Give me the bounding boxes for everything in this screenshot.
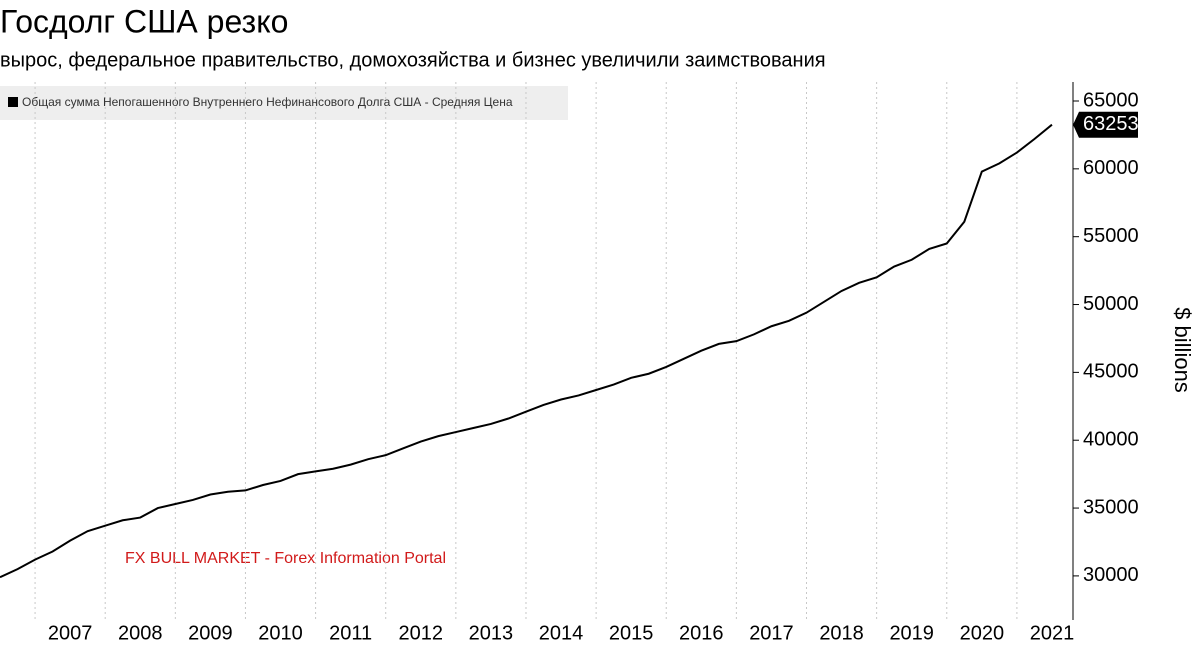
y-tick-label: 40000 xyxy=(1083,428,1139,450)
legend-box xyxy=(0,86,568,120)
legend-swatch xyxy=(8,97,18,107)
y-tick-label: 45000 xyxy=(1083,361,1139,383)
x-tick-label: 2017 xyxy=(749,622,794,644)
last-value-box xyxy=(1073,111,1138,138)
last-value-label: 63253.7 xyxy=(1083,113,1155,135)
legend-label: Общая сумма Непогашенного Внутреннего Не… xyxy=(22,95,513,109)
y-tick-label: 65000 xyxy=(1083,89,1139,111)
x-tick-label: 2021 xyxy=(1030,622,1075,644)
chart-title: Госдолг США резко xyxy=(0,3,288,39)
x-tick-label: 2010 xyxy=(258,622,303,644)
x-tick-label: 2019 xyxy=(889,622,934,644)
x-tick-label: 2009 xyxy=(188,622,233,644)
line xyxy=(0,123,1053,579)
y-tick-label: 60000 xyxy=(1083,157,1139,179)
x-tick-label: 2007 xyxy=(48,622,93,644)
y-tick-label: 55000 xyxy=(1083,225,1139,247)
x-tick-label: 2018 xyxy=(819,622,864,644)
x-tick-label: 2015 xyxy=(609,622,654,644)
watermark: FX BULL MARKET - Forex Information Porta… xyxy=(125,550,446,567)
x-tick-label: 2014 xyxy=(539,622,584,644)
chart-subtitle: вырос, федеральное правительство, домохо… xyxy=(0,49,826,71)
x-tick-label: 2016 xyxy=(679,622,724,644)
x-tick-label: 2012 xyxy=(399,622,444,644)
x-tick-label: 2008 xyxy=(118,622,163,644)
y-tick-label: 30000 xyxy=(1083,564,1139,586)
y-tick-label: 35000 xyxy=(1083,496,1139,518)
y-axis-label: $ billions xyxy=(1170,307,1195,393)
x-tick-label: 2020 xyxy=(960,622,1005,644)
x-tick-label: 2011 xyxy=(329,622,372,644)
x-tick-label: 2013 xyxy=(469,622,514,644)
y-tick-label: 50000 xyxy=(1083,293,1139,315)
